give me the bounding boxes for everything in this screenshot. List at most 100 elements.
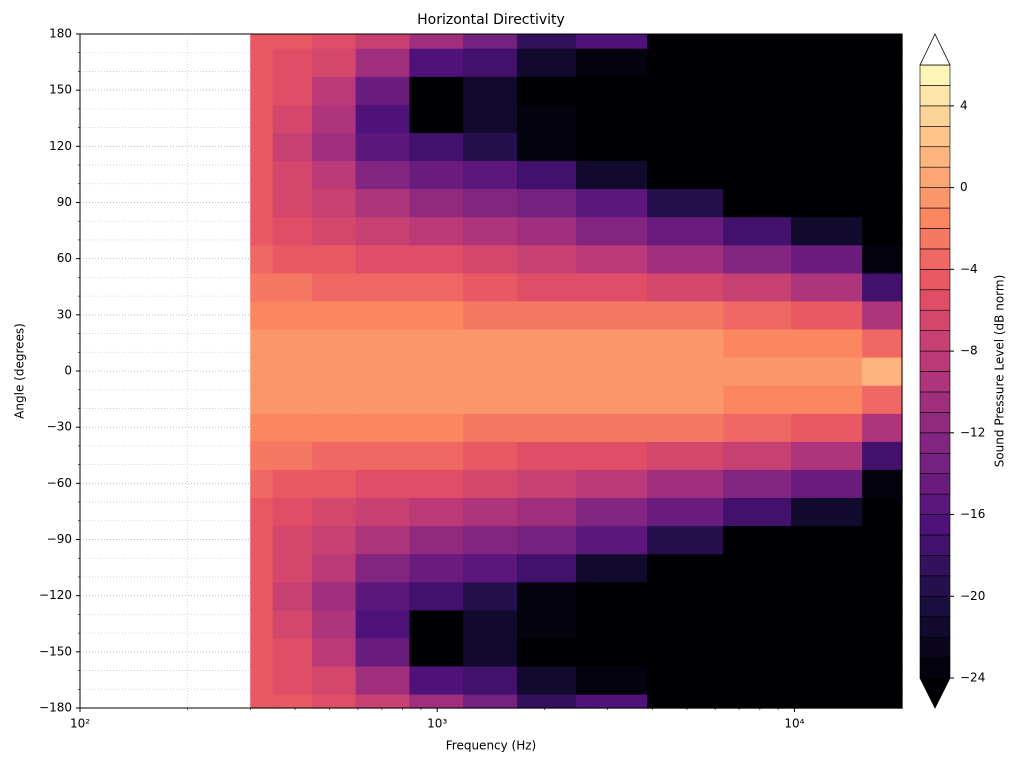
x-axis-label: Frequency (Hz) — [446, 739, 537, 753]
field-cell — [250, 356, 274, 386]
field-cell — [647, 497, 725, 527]
field-cell — [355, 665, 411, 695]
y-tick-label: −180 — [39, 701, 72, 715]
field-cell — [516, 104, 577, 133]
field-cell — [272, 328, 314, 358]
field-cell — [272, 160, 314, 190]
colorbar-band — [919, 309, 951, 331]
field-cell — [862, 47, 903, 77]
field-cell — [312, 244, 357, 274]
field-cell — [250, 132, 274, 162]
colorbar-band — [919, 514, 951, 536]
field-cell — [355, 581, 411, 611]
colorbar-band — [919, 636, 951, 658]
field-cell — [250, 384, 274, 414]
field-cell — [250, 581, 274, 611]
field-cell — [516, 244, 577, 274]
field-cell — [791, 665, 864, 695]
field-cell — [463, 33, 518, 49]
field-cell — [463, 384, 518, 414]
field-cell — [576, 469, 648, 499]
field-cell — [312, 328, 357, 358]
field-cell — [516, 497, 577, 527]
field-cell — [250, 244, 274, 274]
field-cell — [576, 272, 648, 302]
field-cell — [723, 581, 792, 611]
field-cell — [409, 328, 464, 358]
x-tick-label: 10⁴ — [784, 717, 804, 731]
field-cell — [463, 188, 518, 218]
field-cell — [576, 497, 648, 527]
field-cell — [272, 609, 314, 639]
field-cell — [516, 33, 577, 49]
field-cell — [409, 356, 464, 386]
y-tick-label: 120 — [49, 139, 72, 153]
field-cell — [250, 216, 274, 246]
colorbar-band — [919, 207, 951, 229]
field-cell — [355, 47, 411, 77]
field-cell — [250, 665, 274, 695]
field-cell — [250, 33, 274, 49]
field-cell — [647, 693, 725, 709]
field-cell — [723, 300, 792, 330]
colorbar-tick-label: −20 — [960, 589, 985, 603]
field-cell — [463, 609, 518, 639]
field-cell — [463, 328, 518, 358]
field-cell — [355, 441, 411, 470]
field-cell — [355, 188, 411, 218]
field-cell — [576, 693, 648, 709]
field-cell — [463, 216, 518, 246]
field-cell — [463, 132, 518, 162]
field-cell — [723, 75, 792, 105]
field-cell — [723, 47, 792, 77]
plot-frame — [79, 33, 903, 709]
field-cell — [250, 75, 274, 105]
field-cell — [791, 384, 864, 414]
y-tick-label: 60 — [57, 251, 72, 265]
field-cell — [312, 441, 357, 470]
colorbar-band — [919, 371, 951, 393]
field-cell — [647, 384, 725, 414]
field-cell — [272, 581, 314, 611]
field-cell — [723, 525, 792, 555]
field-cell — [250, 160, 274, 190]
field-cell — [463, 47, 518, 77]
field-cell — [312, 33, 357, 49]
colorbar-band — [919, 146, 951, 168]
field-cell — [723, 104, 792, 133]
colorbar-band — [919, 555, 951, 577]
colorbar-band — [919, 330, 951, 352]
field-cell — [516, 216, 577, 246]
field-cell — [862, 525, 903, 555]
field-cell — [576, 384, 648, 414]
field-cell — [576, 300, 648, 330]
field-cell — [576, 244, 648, 274]
field-cell — [272, 300, 314, 330]
field-cell — [791, 497, 864, 527]
colorbar-tick-label: −4 — [960, 262, 978, 276]
colorbar-band — [919, 616, 951, 638]
field-cell — [355, 160, 411, 190]
field-cell — [272, 244, 314, 274]
field-cell — [250, 47, 274, 77]
field-cell — [862, 497, 903, 527]
field-cell — [862, 272, 903, 302]
colorbar-band — [919, 575, 951, 597]
field-cell — [516, 356, 577, 386]
field-cell — [516, 665, 577, 695]
field-cell — [862, 553, 903, 583]
field-cell — [272, 356, 314, 386]
field-cell — [862, 609, 903, 639]
field-cell — [463, 356, 518, 386]
field-cell — [723, 384, 792, 414]
field-cell — [647, 33, 725, 49]
field-cell — [463, 412, 518, 442]
field-cell — [272, 384, 314, 414]
x-tick-label: 10³ — [427, 717, 447, 731]
field-cell — [312, 216, 357, 246]
field-cell — [791, 104, 864, 133]
field-cell — [576, 33, 648, 49]
y-tick-label: 90 — [57, 195, 72, 209]
field-cell — [355, 244, 411, 274]
